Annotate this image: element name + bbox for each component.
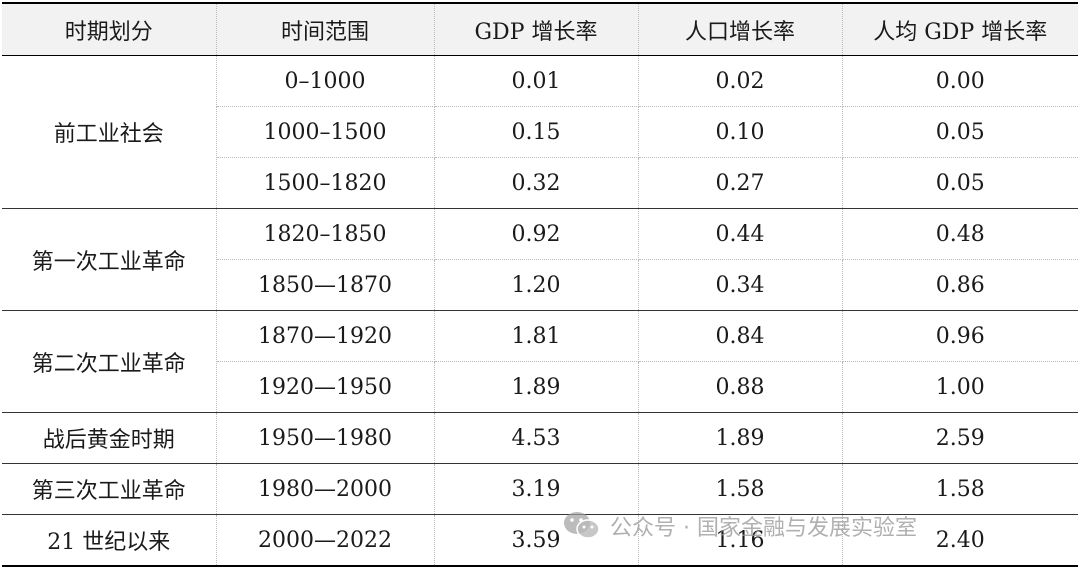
range-cell: 1850—1870 [216, 259, 435, 311]
range-cell: 1820–1850 [216, 208, 435, 260]
table-row: 1500–1820 0.32 0.27 0.05 [2, 157, 1078, 209]
table-row: 第三次工业革命 1980—2000 3.19 1.58 1.58 [2, 463, 1078, 515]
period-cell: 第三次工业革命 [2, 463, 217, 515]
pop-cell: 0.88 [638, 361, 843, 413]
pcgdp-cell: 0.86 [842, 259, 1078, 311]
gdp-cell: 0.15 [434, 106, 639, 158]
header-period: 时期划分 [2, 2, 217, 56]
range-cell: 1920—1950 [216, 361, 435, 413]
pop-cell: 0.44 [638, 208, 843, 260]
table-row: 1000–1500 0.15 0.10 0.05 [2, 106, 1078, 158]
gdp-cell: 0.01 [434, 55, 639, 107]
gdp-cell: 0.32 [434, 157, 639, 209]
range-cell: 0–1000 [216, 55, 435, 107]
table-row: 第一次工业革命 1820–1850 0.92 0.44 0.48 [2, 208, 1078, 311]
pop-cell: 0.10 [638, 106, 843, 158]
header-gdp: GDP 增长率 [434, 2, 639, 56]
range-cell: 1500–1820 [216, 157, 435, 209]
period-cell: 第二次工业革命 [2, 310, 217, 413]
gdp-cell: 1.81 [434, 310, 639, 362]
pcgdp-cell: 0.00 [842, 55, 1078, 107]
pop-cell: 0.34 [638, 259, 843, 311]
watermark: 公众号 · 国家金融与发展实验室 [562, 508, 917, 544]
pcgdp-cell: 2.59 [842, 412, 1078, 464]
header-row: 时期划分 时间范围 GDP 增长率 人口增长率 人均 GDP 增长率 [2, 2, 1078, 56]
pop-cell: 0.27 [638, 157, 843, 209]
gdp-cell: 1.20 [434, 259, 639, 311]
pop-cell: 0.84 [638, 310, 843, 362]
table-row: 21 世纪以来 2000—2022 3.59 1.16 2.40 [2, 514, 1078, 567]
table-row: 前工业社会 0–1000 0.01 0.02 0.00 [2, 55, 1078, 209]
range-cell: 1950—1980 [216, 412, 435, 464]
range-cell: 1870—1920 [216, 310, 435, 362]
pop-cell: 0.02 [638, 55, 843, 107]
gdp-cell: 0.92 [434, 208, 639, 260]
header-range: 时间范围 [216, 2, 435, 56]
wechat-icon [564, 512, 600, 539]
period-cell: 前工业社会 [2, 55, 217, 209]
pcgdp-cell: 0.05 [842, 106, 1078, 158]
pop-cell: 1.89 [638, 412, 843, 464]
pcgdp-cell: 2.40 [842, 514, 1078, 567]
gdp-cell: 3.59 [434, 514, 639, 567]
gdp-cell: 3.19 [434, 463, 639, 515]
header-pcgdp: 人均 GDP 增长率 [842, 2, 1078, 56]
pcgdp-cell: 1.58 [842, 463, 1078, 515]
table-row: 战后黄金时期 1950—1980 4.53 1.89 2.59 [2, 412, 1078, 464]
watermark-text: 公众号 · 国家金融与发展实验室 [610, 516, 917, 541]
gdp-cell: 4.53 [434, 412, 639, 464]
range-cell: 1000–1500 [216, 106, 435, 158]
pcgdp-cell: 1.00 [842, 361, 1078, 413]
range-cell: 2000—2022 [216, 514, 435, 567]
pcgdp-cell: 0.05 [842, 157, 1078, 209]
header-pop: 人口增长率 [638, 2, 843, 56]
table-row: 1920—1950 1.89 0.88 1.00 [2, 361, 1078, 413]
pop-cell: 1.16 [638, 514, 843, 567]
pcgdp-cell: 0.48 [842, 208, 1078, 260]
pcgdp-cell: 0.96 [842, 310, 1078, 362]
period-cell: 战后黄金时期 [2, 412, 217, 464]
period-cell: 第一次工业革命 [2, 208, 217, 311]
table-row: 第二次工业革命 1870—1920 1.81 0.84 0.96 [2, 310, 1078, 413]
range-cell: 1980—2000 [216, 463, 435, 515]
gdp-cell: 1.89 [434, 361, 639, 413]
pop-cell: 1.58 [638, 463, 843, 515]
table-row: 1850—1870 1.20 0.34 0.86 [2, 259, 1078, 311]
period-cell: 21 世纪以来 [2, 514, 217, 567]
